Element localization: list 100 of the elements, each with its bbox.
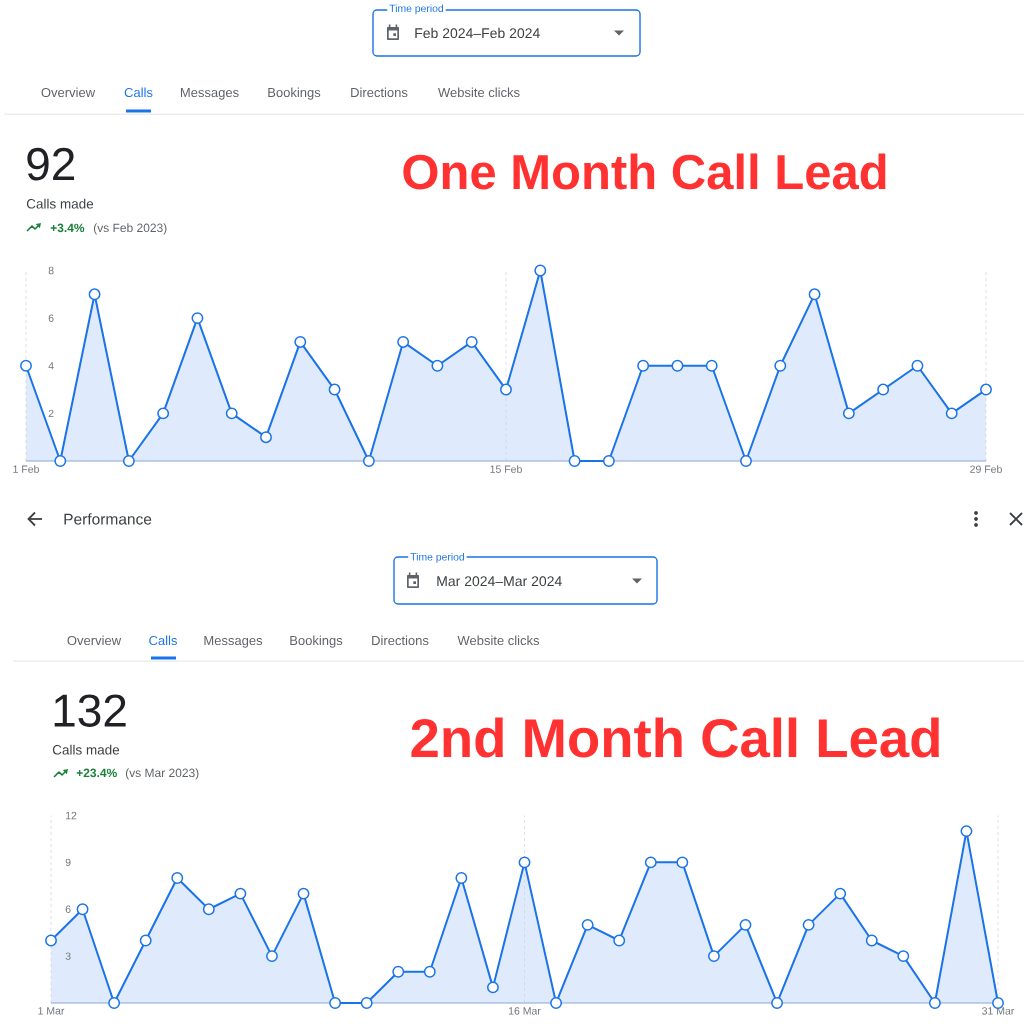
- x-tick-label: 31 Mar: [982, 1007, 1015, 1015]
- x-tick-label: 1 Mar: [38, 1007, 65, 1015]
- text: Bookings: [290, 635, 343, 648]
- point: [392, 965, 405, 978]
- text: Overview: [41, 87, 96, 98]
- point: [260, 431, 272, 444]
- point: [877, 383, 890, 396]
- point: [191, 312, 204, 325]
- text: Website clicks: [457, 635, 540, 646]
- text: Directions: [372, 635, 429, 646]
- point: [108, 997, 121, 1009]
- point: [568, 455, 581, 467]
- text: Messages: [180, 88, 239, 100]
- text: Time period: [410, 552, 465, 563]
- point: [297, 887, 310, 900]
- point: [534, 264, 547, 277]
- point: [171, 872, 184, 884]
- point: [294, 335, 307, 348]
- text: Mar 2024–Mar 2024: [437, 576, 562, 587]
- text: Time period: [389, 4, 444, 15]
- point: [266, 950, 278, 963]
- x-tick-label: 1 Feb: [13, 465, 39, 473]
- point: [518, 856, 531, 869]
- text: Calls made: [52, 744, 120, 755]
- text: Overview: [67, 635, 122, 646]
- point: [139, 934, 152, 947]
- y-tick-label: 8: [48, 266, 54, 275]
- point: [945, 407, 958, 420]
- point: [20, 359, 32, 372]
- point: [707, 950, 720, 963]
- point: [802, 918, 815, 931]
- text: Messages: [204, 636, 263, 648]
- point: [423, 965, 436, 978]
- y-tick-label: 6: [48, 314, 54, 322]
- text: (vs Feb 2023): [93, 223, 167, 235]
- point: [328, 383, 341, 396]
- point: [202, 903, 215, 916]
- point: [500, 383, 512, 396]
- point: [581, 918, 594, 931]
- point: [550, 997, 563, 1009]
- text: Bookings: [268, 87, 321, 100]
- text: Feb 2024–Feb 2024: [415, 27, 540, 39]
- x-tick-label: 16 Mar: [508, 1007, 541, 1015]
- text: +23.4%: [76, 768, 117, 778]
- y-tick-label: 9: [65, 858, 71, 867]
- y-tick-label: 6: [65, 905, 71, 913]
- point: [157, 407, 170, 420]
- point: [76, 903, 89, 916]
- point: [960, 825, 973, 838]
- point: [834, 887, 847, 900]
- point: [739, 918, 752, 931]
- text: Calls: [149, 635, 177, 646]
- point: [88, 288, 101, 301]
- point: [234, 887, 247, 900]
- point: [486, 981, 499, 994]
- point: [676, 856, 689, 869]
- y-tick-label: 3: [65, 952, 71, 960]
- point: [808, 288, 821, 301]
- point: [225, 407, 238, 420]
- point: [613, 934, 626, 947]
- text: (vs Mar 2023): [125, 768, 199, 780]
- point: [865, 934, 878, 947]
- text: Calls made: [26, 198, 94, 209]
- point: [602, 455, 615, 467]
- text: Calls: [124, 87, 153, 98]
- point: [774, 359, 787, 372]
- point: [360, 997, 373, 1009]
- y-tick-label: 4: [48, 362, 54, 370]
- text: 92: [27, 147, 75, 181]
- x-tick-label: 15 Feb: [490, 465, 522, 473]
- point: [45, 934, 57, 947]
- point: [771, 997, 783, 1009]
- text: Directions: [351, 87, 408, 98]
- point: [397, 335, 410, 348]
- text: Website clicks: [438, 87, 520, 98]
- point: [928, 997, 941, 1009]
- point: [980, 383, 992, 396]
- point: [431, 359, 444, 372]
- point: [897, 950, 910, 963]
- point: [455, 872, 468, 884]
- text: +3.4%: [50, 223, 85, 233]
- y-tick-label: 12: [66, 811, 77, 820]
- point: [465, 335, 478, 348]
- y-tick-label: 2: [48, 409, 54, 418]
- text: Performance: [64, 513, 152, 525]
- point: [740, 455, 752, 467]
- point: [911, 359, 924, 372]
- point: [705, 359, 718, 372]
- point: [671, 359, 684, 372]
- x-tick-label: 29 Feb: [970, 465, 1002, 473]
- point: [637, 359, 650, 372]
- point: [644, 856, 657, 869]
- point: [122, 455, 135, 467]
- chart-title: 2nd Month Call Lead: [411, 717, 939, 758]
- chart-title: One Month Call Lead: [403, 153, 886, 190]
- point: [842, 407, 855, 420]
- point: [54, 455, 67, 467]
- point: [362, 455, 375, 467]
- point: [329, 997, 342, 1009]
- text: 132: [54, 694, 126, 727]
